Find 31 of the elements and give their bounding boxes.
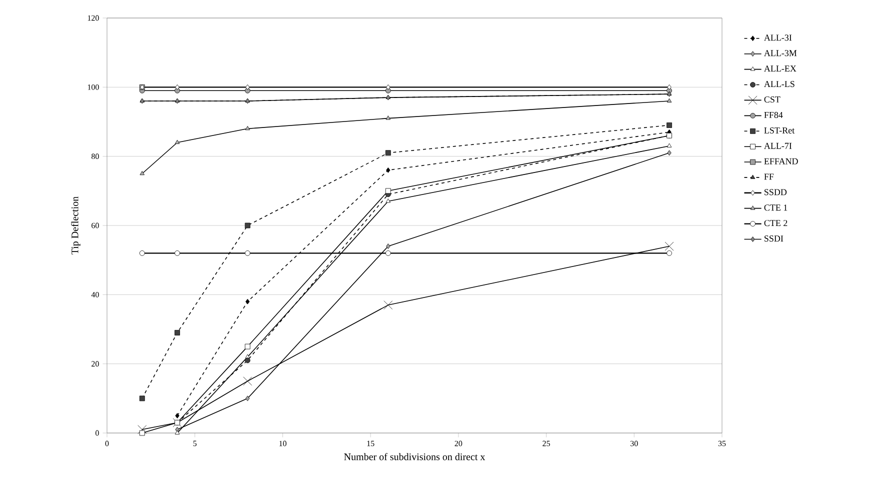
legend-label: CTE 1 xyxy=(764,204,788,211)
legend-label: FF84 xyxy=(764,112,783,118)
y-tick-label: 20 xyxy=(92,361,99,367)
legend-label: SSDI xyxy=(764,236,784,242)
y-tick-label: 80 xyxy=(92,154,99,160)
x-tick-label: 20 xyxy=(454,440,462,446)
y-axis-title: Tip Deflection xyxy=(71,196,80,254)
legend-label: ALL-EX xyxy=(764,66,796,72)
y-tick-label: 0 xyxy=(96,430,99,436)
legend-label: LST-Ret xyxy=(764,127,795,134)
y-tick-label: 40 xyxy=(91,292,99,298)
legend-label: ALL-LS xyxy=(764,81,794,88)
legend-label: ALL-3I xyxy=(764,34,792,41)
y-tick-label: 60 xyxy=(92,222,99,228)
x-tick-label: 15 xyxy=(367,440,374,446)
x-tick-label: 0 xyxy=(105,440,109,446)
x-tick-label: 5 xyxy=(193,440,197,446)
legend-label: CST xyxy=(764,96,780,103)
legend-label: ALL-7I xyxy=(764,142,792,149)
legend-label: ALL-3M xyxy=(764,50,797,56)
legend-label: FF xyxy=(764,174,774,180)
x-tick-label: 10 xyxy=(279,440,286,446)
x-tick-label: 30 xyxy=(630,440,638,446)
y-tick-label: 100 xyxy=(88,84,99,90)
x-tick-label: 35 xyxy=(718,440,726,446)
x-axis-title: Number of subdivisions on direct x xyxy=(344,453,486,460)
legend-label: CTE 2 xyxy=(764,220,788,226)
x-tick-label: 25 xyxy=(542,440,550,446)
y-tick-label: 120 xyxy=(88,15,99,21)
legend-label: EFFAND xyxy=(764,158,798,164)
legend-label: SSDD xyxy=(764,189,787,196)
